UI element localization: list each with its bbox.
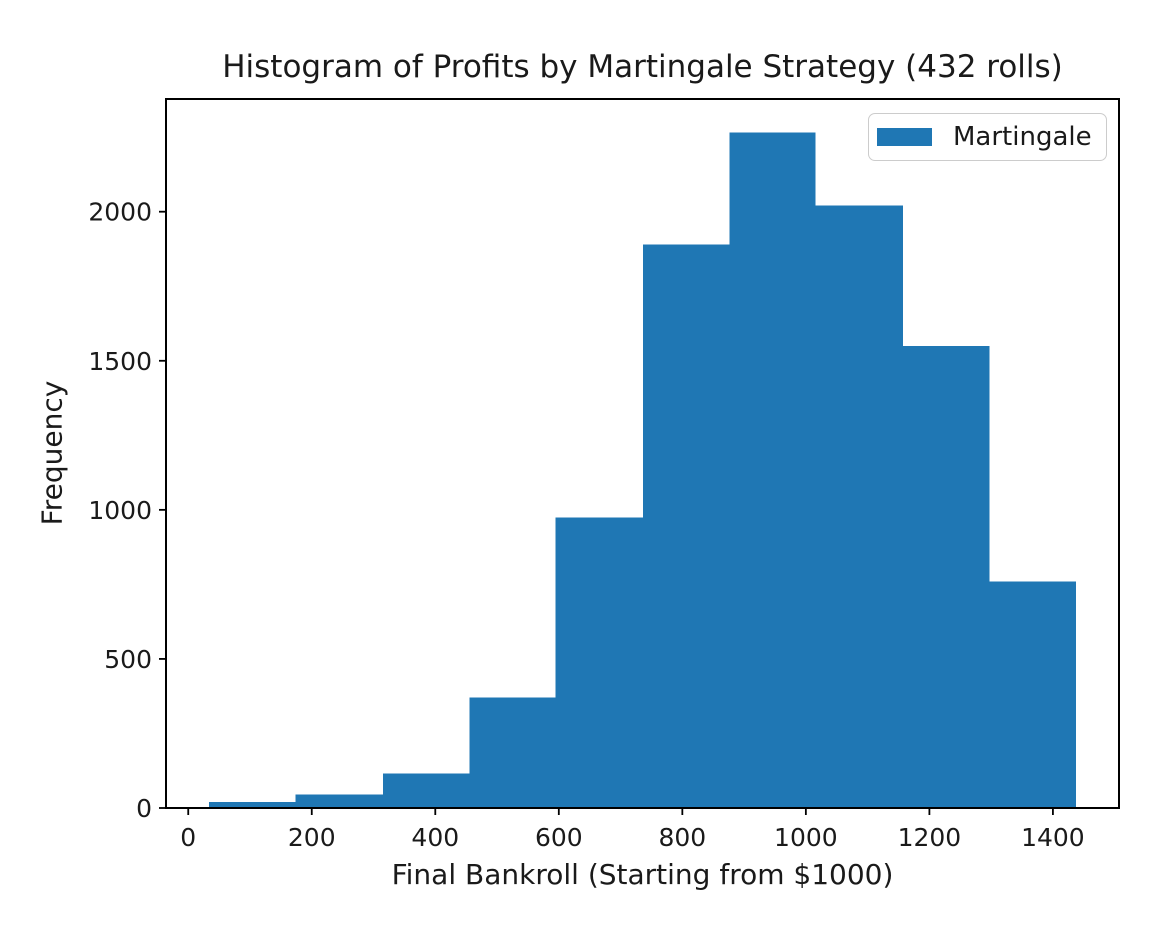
chart-title: Histogram of Profits by Martingale Strat… — [222, 49, 1063, 85]
histogram-bar — [902, 345, 990, 808]
x-tick-label: 1400 — [1021, 823, 1085, 852]
x-tick-label: 800 — [658, 823, 706, 852]
histogram-bar — [815, 205, 903, 808]
legend-label: Martingale — [953, 122, 1092, 152]
y-axis-label: Frequency — [35, 380, 69, 526]
y-tick-label: 0 — [136, 794, 152, 823]
x-tick-label: 200 — [288, 823, 336, 852]
histogram-bar — [555, 517, 643, 808]
x-tick-label: 600 — [535, 823, 583, 852]
legend-color-swatch — [877, 128, 932, 146]
x-tick-label: 1200 — [898, 823, 962, 852]
y-tick-label: 2000 — [88, 198, 152, 227]
plot-border — [165, 98, 1120, 809]
legend: Martingale — [868, 113, 1107, 161]
x-tick-label: 400 — [411, 823, 459, 852]
y-tick-label: 1500 — [88, 347, 152, 376]
histogram-bar — [209, 802, 296, 808]
histogram-bar — [295, 794, 383, 808]
histogram-bar — [989, 581, 1076, 808]
x-axis-label: Final Bankroll (Starting from $1000) — [391, 858, 894, 891]
x-tick-label: 0 — [180, 823, 196, 852]
histogram-bar — [382, 773, 470, 808]
histogram-bar — [729, 132, 816, 808]
histogram-bar — [469, 697, 556, 808]
y-tick-label: 500 — [104, 645, 152, 674]
histogram-bar — [642, 244, 730, 808]
x-tick-label: 1000 — [774, 823, 838, 852]
y-tick-label: 1000 — [88, 496, 152, 525]
